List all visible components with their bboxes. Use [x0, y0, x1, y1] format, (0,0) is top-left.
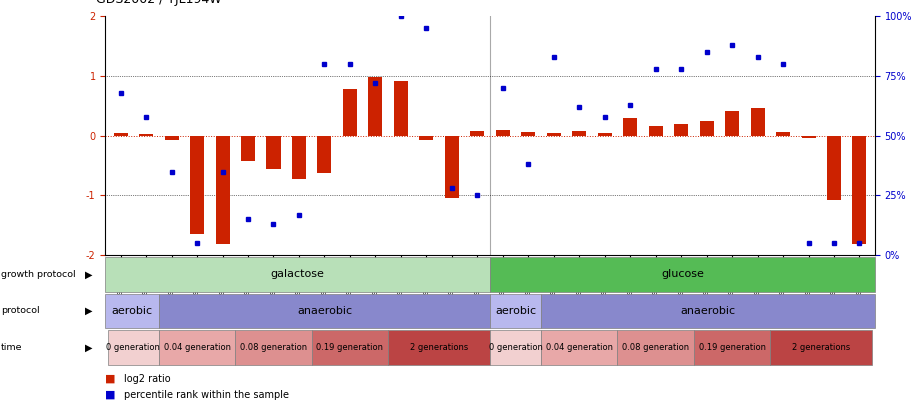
- Text: 0 generation: 0 generation: [106, 343, 160, 352]
- Bar: [158, 330, 235, 364]
- Bar: [802, 136, 815, 138]
- Bar: [674, 124, 688, 136]
- Bar: [541, 294, 875, 328]
- Bar: [521, 132, 535, 136]
- Bar: [623, 118, 638, 136]
- Bar: [139, 134, 153, 136]
- Bar: [490, 330, 541, 364]
- Bar: [235, 330, 311, 364]
- Bar: [470, 131, 485, 136]
- Text: 0.04 generation: 0.04 generation: [164, 343, 231, 352]
- Bar: [700, 121, 714, 136]
- Text: 0.19 generation: 0.19 generation: [699, 343, 766, 352]
- Text: growth protocol: growth protocol: [1, 270, 75, 279]
- Bar: [108, 330, 158, 364]
- Bar: [490, 294, 541, 328]
- Bar: [853, 136, 867, 244]
- Bar: [694, 330, 770, 364]
- Text: galactose: galactose: [271, 269, 324, 279]
- Bar: [420, 136, 433, 141]
- Text: time: time: [1, 343, 22, 352]
- Bar: [770, 330, 872, 364]
- Text: 0.04 generation: 0.04 generation: [546, 343, 613, 352]
- Text: log2 ratio: log2 ratio: [124, 374, 170, 384]
- Text: 0.08 generation: 0.08 generation: [240, 343, 307, 352]
- Bar: [190, 136, 204, 234]
- Text: 0 generation: 0 generation: [488, 343, 542, 352]
- Bar: [541, 330, 617, 364]
- Text: percentile rank within the sample: percentile rank within the sample: [124, 390, 289, 400]
- Bar: [496, 130, 510, 136]
- Bar: [598, 133, 612, 136]
- Bar: [725, 111, 739, 136]
- Bar: [158, 294, 490, 328]
- Text: glucose: glucose: [661, 269, 703, 279]
- Bar: [241, 136, 255, 161]
- Bar: [776, 132, 791, 136]
- Bar: [318, 136, 332, 173]
- Bar: [827, 136, 841, 200]
- Text: GDS2002 / YJL194W: GDS2002 / YJL194W: [96, 0, 222, 6]
- Text: ▶: ▶: [85, 269, 93, 279]
- Text: anaerobic: anaerobic: [297, 306, 352, 316]
- Bar: [388, 330, 490, 364]
- Bar: [750, 108, 765, 136]
- Text: anaerobic: anaerobic: [681, 306, 736, 316]
- Text: ▶: ▶: [85, 306, 93, 316]
- Text: ■: ■: [105, 374, 115, 384]
- Text: ▶: ▶: [85, 342, 93, 352]
- Text: 0.08 generation: 0.08 generation: [622, 343, 689, 352]
- Bar: [267, 136, 280, 168]
- Bar: [105, 294, 158, 328]
- Text: protocol: protocol: [1, 306, 39, 315]
- Bar: [445, 136, 459, 198]
- Bar: [547, 133, 561, 136]
- Bar: [649, 126, 662, 136]
- Bar: [215, 136, 230, 244]
- Text: aerobic: aerobic: [112, 306, 153, 316]
- Bar: [490, 257, 875, 292]
- Bar: [343, 89, 357, 136]
- Bar: [617, 330, 694, 364]
- Bar: [311, 330, 388, 364]
- Bar: [105, 257, 490, 292]
- Text: aerobic: aerobic: [495, 306, 536, 316]
- Bar: [165, 136, 179, 141]
- Bar: [394, 81, 408, 136]
- Bar: [368, 77, 382, 136]
- Text: 0.19 generation: 0.19 generation: [316, 343, 384, 352]
- Bar: [572, 131, 586, 136]
- Bar: [114, 133, 127, 136]
- Text: 2 generations: 2 generations: [792, 343, 850, 352]
- Text: ■: ■: [105, 390, 115, 400]
- Bar: [292, 136, 306, 179]
- Text: 2 generations: 2 generations: [410, 343, 468, 352]
